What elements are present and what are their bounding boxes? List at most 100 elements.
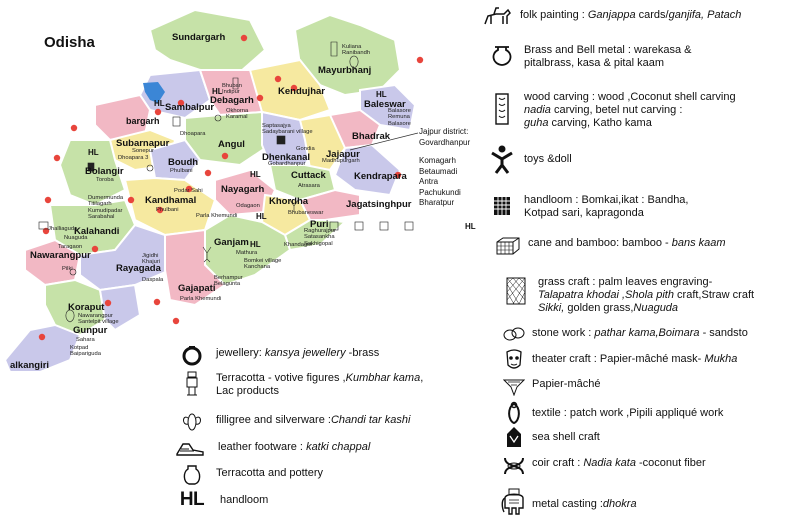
locality-odagaon: Odagaon (236, 203, 260, 209)
district-ganjam: Ganjam (214, 237, 249, 248)
locality-kotpad: Kotpad Baipariguda (70, 345, 101, 358)
location-dot (42, 227, 50, 235)
coir-icon (500, 454, 528, 478)
district-gunpur: Gunpur (73, 325, 108, 336)
district-nayagarh: Nayagarh (221, 184, 265, 195)
callout-places: Komagarh Betaumadi Antra Pachukundi Bhar… (419, 156, 461, 207)
district-gajapati: Gajapati (178, 283, 216, 294)
map-icon-figure (330, 41, 338, 57)
map-icon-figure (232, 77, 239, 90)
district-jajapur: Jajapur (326, 149, 360, 160)
location-dot (290, 84, 298, 92)
location-dot (153, 298, 161, 306)
map-icon-basket (38, 221, 49, 230)
location-dot (185, 185, 193, 193)
locality-balasore: Balasore Remuna Balasore (388, 108, 411, 127)
location-dot (416, 56, 424, 64)
callout-district: Jajpur district: Govardhanpur (419, 127, 471, 147)
locality-podar: Podar Sahi (174, 188, 203, 194)
locality-daspala: Daspala (142, 277, 164, 283)
map-hl-mark: HL (250, 170, 261, 179)
location-dot (274, 75, 282, 83)
district-dhenkanal: Dhenkanal (262, 152, 311, 163)
map-icon-toy (289, 199, 299, 212)
district-kendrapara: Kendrapara (354, 171, 407, 182)
legend-leather: leather footware : katki chappal (172, 437, 370, 461)
papier-mache-icon (500, 375, 528, 399)
map-icon-grass (404, 221, 414, 231)
legend-filigree: filligree and silverware :Chandi tar kas… (178, 410, 410, 434)
locality-bhuban: Bhuban Indipur (222, 83, 242, 96)
locality-nawarangpur: Nawarangpur Santelpit village (78, 313, 119, 326)
district-sundargarh: Sundargarh (172, 32, 226, 43)
locality-mathura: Mathura (236, 250, 258, 256)
district-kalahandi: Kalahandi (74, 226, 120, 237)
location-dot (221, 152, 229, 160)
toy-doll-icon (488, 145, 516, 175)
district-shape-kendrapara (333, 143, 402, 197)
shoe-icon (172, 437, 208, 461)
locality-sonepur: Sonepur (132, 148, 154, 154)
location-dot (256, 94, 264, 102)
district-rayagada: Rayagada (116, 263, 161, 274)
map-icon-ring (214, 114, 222, 122)
district-shape-malkangiri (3, 323, 82, 373)
legend-folk-painting: folk painting : Ganjappa cards/ganjifa, … (482, 5, 741, 29)
locality-jhalliaguda: Jhalliaguda (48, 226, 78, 232)
locality-nuaguda: Nuaguda (64, 235, 88, 241)
district-shape-boudh (148, 138, 202, 182)
locality-gobardhan: Gobardhanpur (268, 161, 306, 167)
district-bolangir: Bolangir (85, 166, 124, 177)
map-icon-ring (69, 268, 77, 276)
district-shape-gunpur (98, 283, 142, 332)
map-hl-mark: HL (465, 222, 476, 231)
district-bargarh: bargarh (126, 116, 160, 126)
location-dot (240, 34, 248, 42)
district-mayurbhanj: Mayurbhanj (318, 65, 372, 76)
pot-icon (178, 463, 206, 487)
locality-berhampur: Berhampur Belagunta (214, 275, 243, 288)
legend-jewellery: jewellery: kansya jewellery -brass (178, 343, 379, 367)
locality-kuliana: Kuliana Ranibandh (342, 44, 371, 57)
sea-shell-icon (500, 425, 528, 449)
district-jagatsinghpur: Jagatsinghpur (346, 199, 412, 210)
brass-pot-icon (488, 44, 516, 68)
district-kendujhar: Kendujhar (278, 86, 325, 97)
legend-theater-craft: theater craft : Papier-mâché mask- Mukha (500, 348, 737, 372)
map-icon-toy (202, 246, 212, 263)
district-angul: Angul (218, 139, 245, 150)
district-debagarh: Debagarh (210, 95, 254, 106)
locality-atrasara: Atrasara (298, 183, 320, 189)
map-icon-grass (329, 221, 339, 231)
legend-coir: coir craft : Nadia kata -coconut fiber (500, 454, 706, 478)
location-dot (394, 171, 402, 179)
district-baleswar: Baleswar (364, 99, 406, 110)
legend-terracotta-votive: Terracotta - votive figures ,Kumbhar kam… (178, 371, 423, 398)
craft-location-dots (38, 34, 424, 341)
map-hl-mark: HL (256, 212, 267, 221)
map-icon-ring (146, 164, 154, 172)
legend-sea-shell: sea shell craft (500, 425, 600, 449)
odisha-map (3, 8, 424, 373)
district-koraput: Koraput (68, 302, 105, 313)
legend-grass-craft: grass craft : palm leaves engraving- Tal… (502, 276, 754, 315)
district-shape-bolangir (58, 139, 127, 207)
wood-carving-icon (488, 91, 516, 127)
map-icon-wood (172, 116, 181, 127)
locality-bomkei: Bomkei village Kanchana (244, 258, 282, 271)
locality-sakhigopal: Raghurajpur Satasankha Sakhigopal (304, 228, 336, 247)
legend-metal-casting: metal casting :dhokra (500, 488, 637, 516)
map-icon-grass (354, 221, 364, 231)
map-icon-pot (65, 309, 75, 323)
district-bhadrak: Bhadrak (352, 131, 391, 142)
location-dot (38, 333, 46, 341)
reservoir-shape (143, 82, 165, 103)
location-dot (156, 206, 164, 214)
map-icon-handloom (276, 135, 286, 145)
location-dot (127, 196, 135, 204)
map-icon-grass (379, 221, 389, 231)
legend-cane-bamboo: cane and bamboo: bamboo - bans kaam (494, 234, 726, 258)
locality-saptasajya: Saptasajya Sadaybarani village (262, 123, 313, 136)
locality-pilki: Pilki (62, 266, 73, 272)
legend-handloom-hl: HL handloom (179, 489, 269, 510)
